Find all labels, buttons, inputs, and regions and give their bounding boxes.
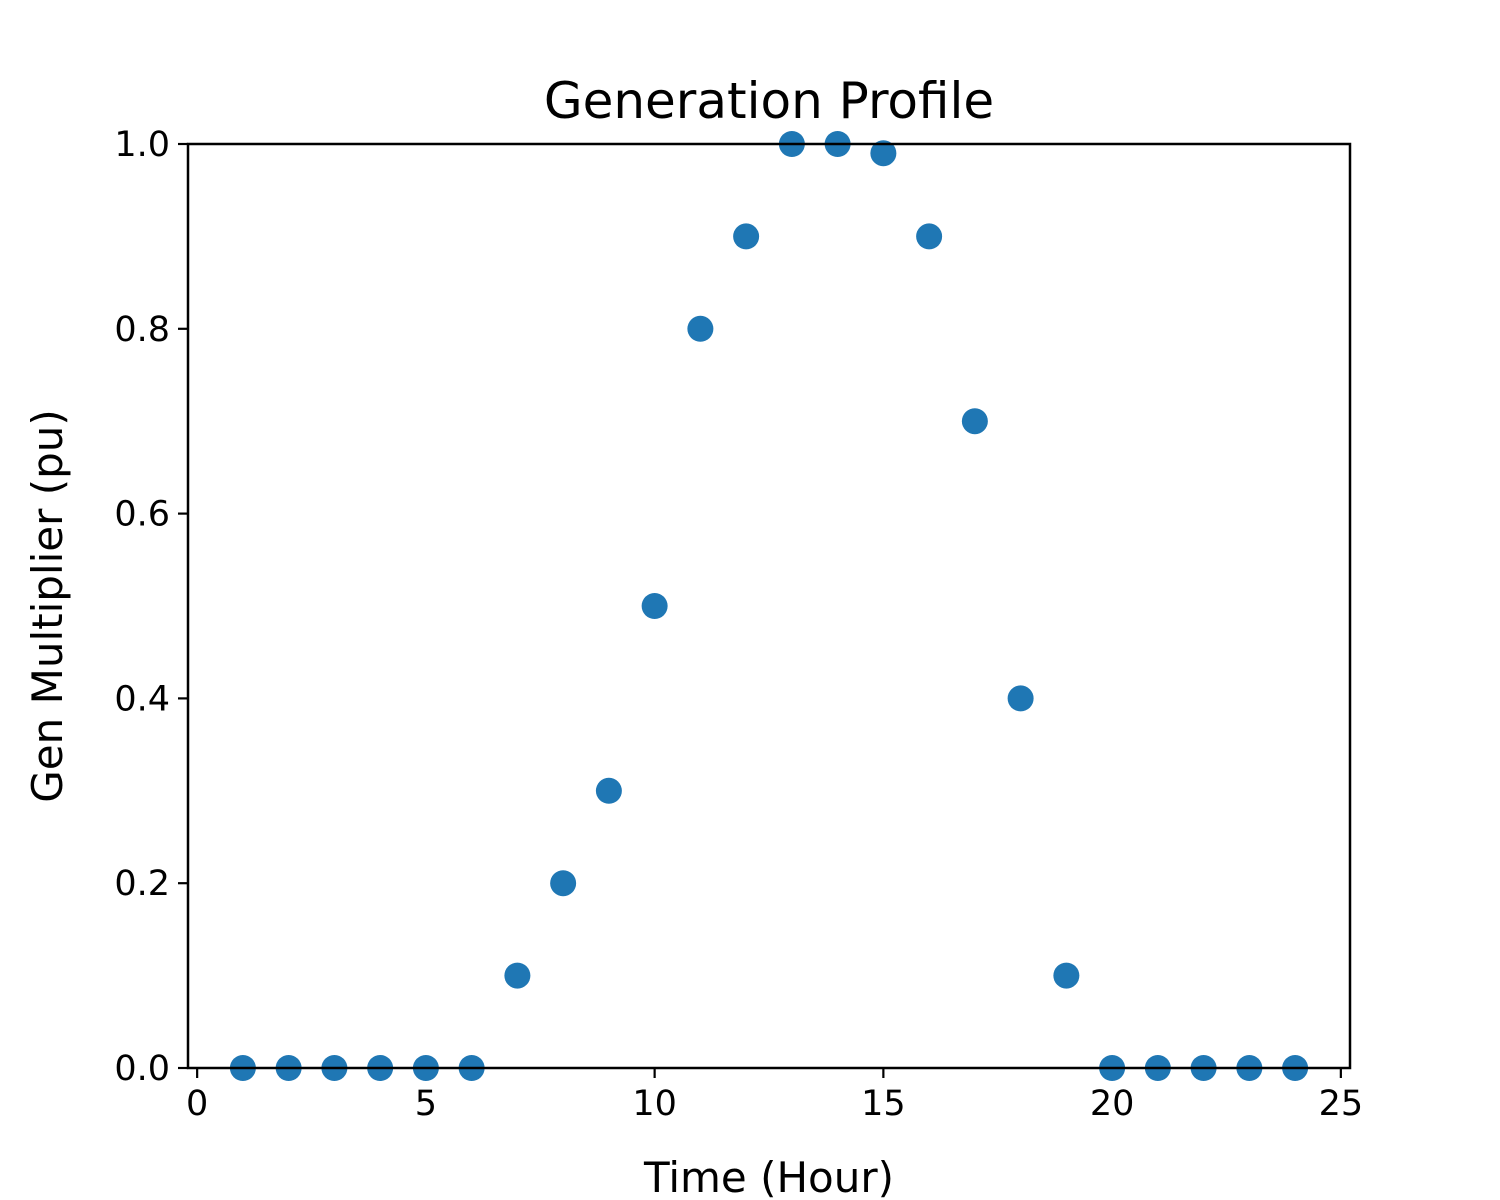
x-tick-label: 10 (632, 1084, 677, 1124)
x-tick-label: 15 (861, 1084, 906, 1124)
y-tick-label: 0.4 (114, 679, 170, 719)
y-axis-label: Gen Multiplier (pu) (23, 409, 72, 803)
y-tick-label: 0.0 (114, 1049, 170, 1089)
data-point (641, 593, 668, 619)
data-point (1053, 962, 1080, 989)
data-point (687, 315, 714, 342)
plot-frame (186, 142, 1352, 1070)
x-tick-label: 25 (1319, 1084, 1364, 1124)
data-point (1007, 685, 1034, 712)
y-tick-label: 1.0 (114, 125, 170, 165)
data-point (595, 777, 622, 804)
data-point (961, 408, 988, 435)
x-tick-label: 5 (415, 1084, 437, 1124)
data-point (870, 140, 897, 167)
data-point (550, 870, 577, 897)
x-axis: 0 5 10 15 20 25 (186, 1068, 1363, 1124)
data-point (504, 962, 531, 989)
x-tick-label: 20 (1090, 1084, 1135, 1124)
data-point (916, 223, 943, 250)
y-tick-label: 0.6 (114, 495, 170, 535)
y-axis: 0.0 0.2 0.4 0.6 0.8 1.0 (114, 125, 188, 1089)
x-tick-label: 0 (186, 1084, 208, 1124)
x-axis-label: Time (Hour) (643, 1153, 894, 1200)
data-point (733, 223, 760, 250)
chart-title: Generation Profile (544, 72, 994, 130)
plot-area (188, 144, 1350, 1068)
y-tick-label: 0.2 (114, 864, 170, 904)
y-tick-label: 0.8 (114, 310, 170, 350)
